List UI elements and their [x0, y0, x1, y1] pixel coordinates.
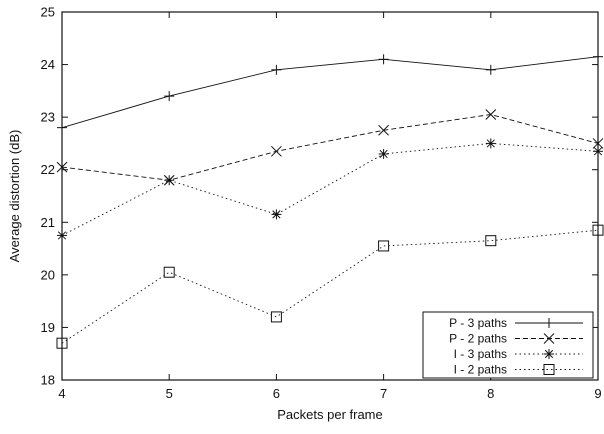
data-point-s1-3: [271, 64, 282, 75]
data-point-s3-4: [378, 148, 389, 159]
data-point-s2-3: [271, 145, 282, 157]
data-point-s1-5: [485, 64, 496, 75]
y-tick-label: 25: [41, 5, 55, 20]
x-tick-label: 6: [273, 386, 280, 401]
data-point-s1-6: [593, 51, 603, 62]
data-point-s3-1: [57, 230, 67, 241]
x-tick-label: 4: [58, 386, 65, 401]
legend-label-1: P - 3 paths: [449, 316, 507, 330]
series-line-3: [61, 142, 599, 236]
data-point-s3-2: [164, 175, 175, 186]
data-point-s4-3: [270, 311, 282, 323]
x-tick-label: 8: [487, 386, 494, 401]
series-layer: [56, 51, 604, 349]
y-tick-label: 24: [41, 57, 55, 72]
data-point-s4-2: [163, 266, 175, 278]
data-point-s2-6: [592, 138, 604, 149]
data-point-s4-4: [378, 240, 390, 252]
x-axis-label: Packets per frame: [277, 407, 383, 422]
series-line-2: [61, 114, 599, 181]
legend-marker-3: [544, 349, 554, 359]
data-point-s4-5: [485, 235, 497, 247]
x-tick-label: 9: [594, 386, 601, 401]
x-tick-label: 5: [166, 386, 173, 401]
data-point-s2-5: [485, 109, 497, 120]
x-tick-label: 7: [380, 386, 387, 401]
y-tick-label: 19: [41, 320, 55, 335]
legend-marker-4: [543, 364, 555, 375]
y-tick-label: 18: [41, 373, 55, 388]
y-tick-label: 21: [41, 215, 55, 230]
data-point-s4-6: [592, 224, 604, 236]
legend-label-4: I - 2 paths: [454, 363, 507, 377]
data-point-s3-6: [593, 146, 603, 157]
data-point-s2-1: [56, 161, 68, 173]
legend-label-2: P - 2 paths: [449, 332, 507, 346]
data-point-s3-5: [485, 138, 496, 149]
legend-marker-2: [543, 333, 555, 344]
data-point-s1-4: [378, 54, 389, 65]
ticks-layer: 4 5 6 7 8 9 18 19 20 21 22 23 24 25: [41, 5, 602, 402]
series-line-1: [61, 56, 599, 129]
data-point-s4-1: [56, 337, 68, 349]
y-tick-label: 23: [41, 110, 55, 125]
legend-label-3: I - 3 paths: [454, 347, 507, 361]
y-tick-label: 22: [41, 162, 55, 177]
data-point-s3-3: [271, 209, 282, 220]
y-axis-label: Average distortion (dB): [7, 130, 22, 263]
data-point-s1-1: [57, 122, 67, 133]
data-point-s1-2: [164, 91, 175, 102]
plot-frame: [61, 11, 599, 381]
legend-marker-1: [544, 318, 554, 328]
y-tick-label: 20: [41, 267, 55, 282]
data-point-s2-4: [378, 124, 389, 136]
